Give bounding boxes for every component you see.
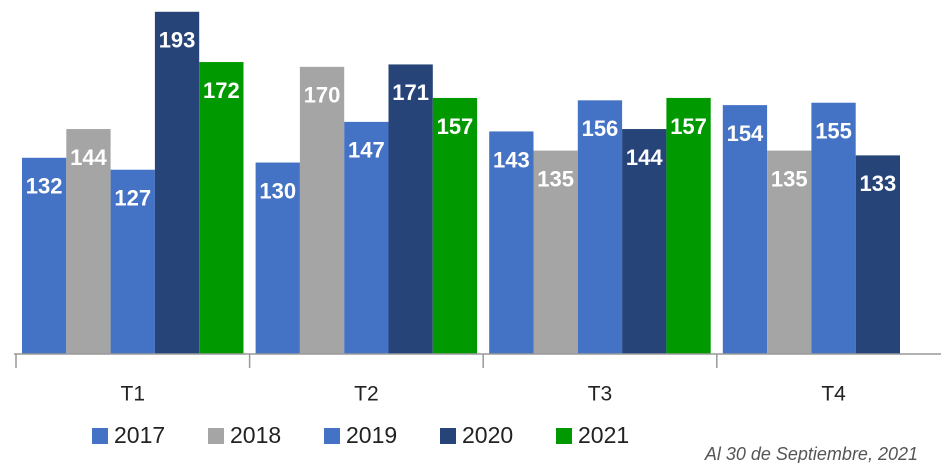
legend-label: 2019 — [346, 422, 397, 448]
bar — [344, 121, 389, 355]
value-label: 135 — [537, 166, 574, 191]
bar — [255, 162, 300, 354]
value-label: 172 — [203, 78, 240, 103]
bar — [767, 150, 812, 354]
legend-label: 2020 — [462, 422, 513, 448]
bar — [666, 97, 711, 354]
value-label: 171 — [392, 80, 429, 105]
bar — [533, 150, 578, 354]
bar — [432, 97, 478, 354]
bar — [110, 169, 155, 354]
value-label: 135 — [771, 166, 808, 191]
bar — [622, 129, 667, 354]
x-tick-label: T2 — [354, 383, 379, 406]
value-label: 154 — [727, 121, 764, 146]
legend-swatch — [92, 428, 108, 444]
bar — [22, 157, 67, 354]
bar — [199, 62, 244, 354]
value-label: 156 — [582, 116, 619, 141]
bar — [855, 155, 900, 354]
legend-swatch — [440, 428, 456, 444]
value-label: 193 — [159, 28, 196, 53]
x-tick-label: T3 — [588, 383, 613, 406]
value-label: 130 — [259, 178, 296, 203]
value-label: 157 — [437, 114, 474, 139]
legend-swatch — [324, 428, 340, 444]
bar — [577, 100, 623, 355]
legend-label: 2017 — [114, 422, 165, 448]
legend-swatch — [556, 428, 572, 444]
bar — [66, 129, 111, 354]
value-label: 155 — [815, 119, 852, 144]
value-label: 144 — [70, 145, 107, 170]
value-label: 132 — [26, 174, 63, 199]
legend-label: 2021 — [578, 422, 629, 448]
value-label: 143 — [493, 147, 530, 172]
legend-swatch — [208, 428, 224, 444]
value-label: 127 — [114, 186, 151, 211]
footnote: Al 30 de Septiembre, 2021 — [704, 444, 918, 463]
x-tick-label: T4 — [821, 383, 846, 406]
bar — [489, 131, 534, 354]
value-label: 144 — [626, 145, 663, 170]
bar — [722, 105, 768, 354]
value-label: 170 — [304, 83, 341, 108]
bar — [299, 66, 345, 355]
legend-label: 2018 — [230, 422, 281, 448]
x-tick-label: T1 — [121, 383, 146, 406]
bar — [388, 64, 433, 355]
value-label: 157 — [670, 114, 707, 139]
value-label: 133 — [859, 171, 896, 196]
value-label: 147 — [348, 138, 385, 163]
bar — [811, 102, 856, 354]
bar — [154, 11, 200, 355]
